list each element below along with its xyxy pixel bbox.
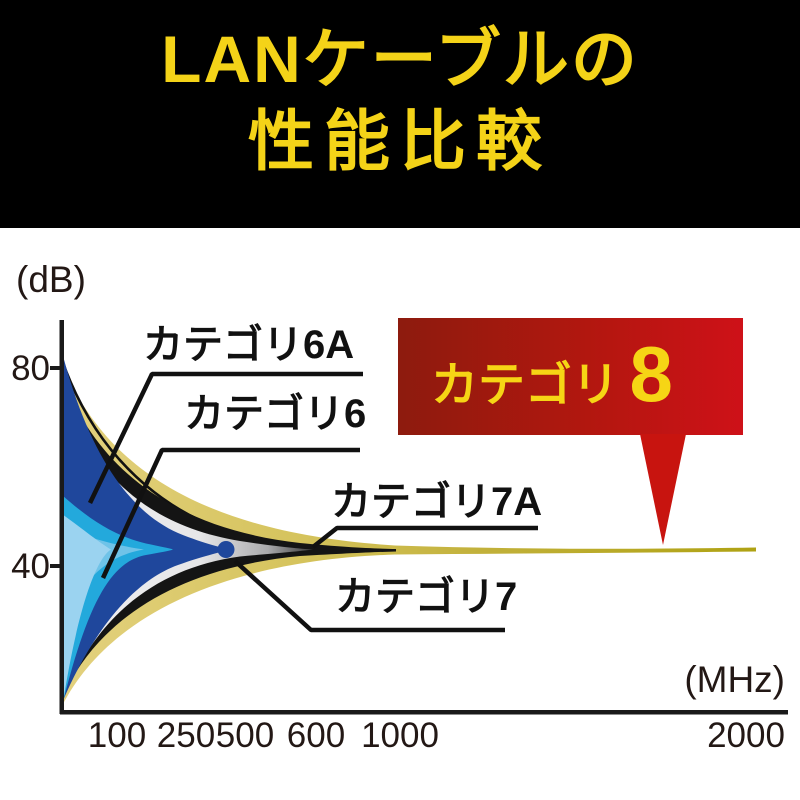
callout-line-category7 [233,559,505,633]
label-category8-number: 8 [629,330,672,418]
x-tick-label-100: 100 [88,716,146,755]
x-tick-label-2000: 2000 [707,716,785,755]
y-tick-40 [50,564,60,568]
x-tick-label-600: 600 [287,716,345,755]
page-title-line2: 性能比較 [248,104,552,178]
category8-banner-arrow [640,434,686,545]
y-tick-label-40: 40 [11,547,50,586]
band-category7a [62,376,396,698]
label-category8-prefix: カテゴリ [431,358,619,411]
title-banner: LANケーブルの 性能比較 [0,0,800,228]
chart-canvas: (dB) 80 40 100 250 500 600 1000 2000 (MH… [0,228,800,800]
x-axis-line [60,710,788,715]
y-axis-line [59,320,64,714]
category8-banner [398,318,743,435]
label-category7a: カテゴリ7A [331,479,542,524]
label-category7: カテゴリ7 [335,574,517,619]
band-category6a [62,352,230,703]
y-tick-label-80: 80 [11,349,50,388]
x-tick-label-1000: 1000 [361,716,439,755]
band-category6a-tip [217,541,235,558]
callout-line-category7a [311,525,538,549]
page-title-line1: LANケーブルの [161,22,639,96]
band-inner-pale [62,514,111,709]
x-tick-label-250: 250 [157,716,215,755]
x-tick-label-500: 500 [216,716,274,755]
y-tick-80 [50,366,60,370]
y-axis-unit-label: (dB) [16,259,86,300]
label-category6: カテゴリ6 [184,391,366,436]
callout-line-category6 [100,447,360,579]
callout-line-category6a [87,371,363,504]
label-category8: カテゴリ 8 [431,330,673,418]
x-axis-unit-label: (MHz) [684,659,785,700]
label-category6a: カテゴリ6A [143,322,354,367]
performance-chart: (dB) 80 40 100 250 500 600 1000 2000 (MH… [0,228,800,800]
